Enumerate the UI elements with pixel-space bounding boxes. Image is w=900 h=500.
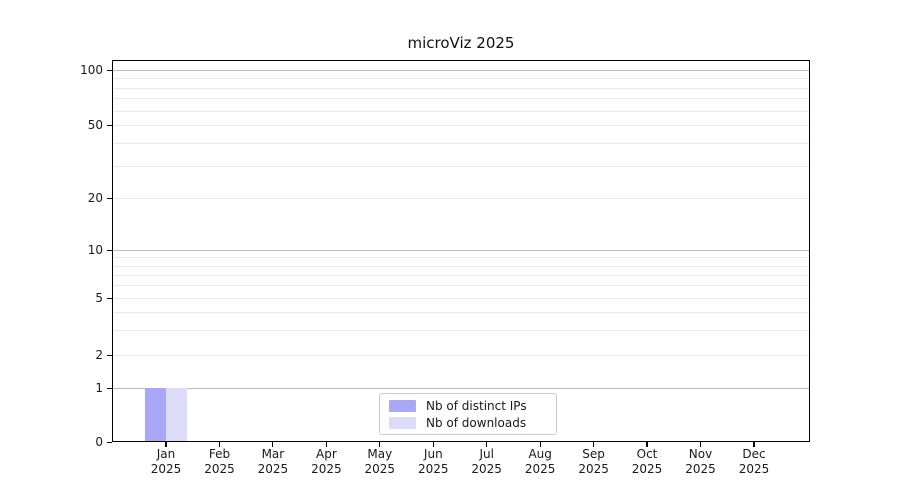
y-axis-tick: [107, 387, 112, 389]
x-axis-tick: [753, 442, 755, 447]
x-tick-label: Oct 2025: [615, 447, 679, 477]
y-tick-label: 5: [95, 291, 103, 305]
x-tick-label: Jun 2025: [401, 447, 465, 477]
grid-line-minor: [112, 87, 810, 89]
grid-line-minor: [112, 78, 810, 80]
y-tick-label: 10: [87, 243, 103, 257]
x-tick-month: Sep: [582, 447, 605, 461]
x-axis-tick: [646, 442, 648, 447]
legend-label: Nb of downloads: [426, 415, 527, 430]
y-axis-tick: [107, 441, 112, 443]
x-axis-tick: [486, 442, 488, 447]
x-tick-label: Aug 2025: [508, 447, 572, 477]
y-tick-label: 100: [80, 63, 103, 77]
x-tick-year: 2025: [418, 462, 449, 476]
x-tick-month: Mar: [261, 447, 285, 461]
grid-line-minor: [112, 285, 810, 287]
x-axis-tick: [539, 442, 541, 447]
x-tick-year: 2025: [631, 462, 663, 476]
grid-line-minor: [112, 98, 810, 100]
x-tick-month: May: [367, 447, 393, 461]
x-axis-tick: [699, 442, 702, 447]
x-tick-label: Nov 2025: [669, 447, 733, 477]
x-tick-month: Jan: [156, 447, 176, 461]
x-tick-year: 2025: [471, 462, 502, 476]
legend-swatch-distinct-ips: [389, 399, 416, 412]
x-tick-label: Jan 2025: [134, 447, 198, 477]
y-tick-label: 2: [95, 348, 103, 362]
y-tick-label: 0: [95, 435, 103, 449]
x-tick-year: 2025: [578, 462, 609, 476]
x-axis-tick: [272, 442, 274, 447]
x-tick-month: Nov: [688, 447, 713, 461]
grid-line-minor: [112, 198, 810, 199]
y-tick-label: 1: [95, 381, 103, 395]
x-tick-year: 2025: [524, 462, 556, 476]
y-axis-tick: [107, 354, 112, 356]
x-tick-label: Dec 2025: [722, 447, 786, 477]
x-tick-year: 2025: [364, 462, 396, 476]
legend-entry: Nb of downloads: [389, 416, 547, 430]
x-tick-month: Oct: [636, 447, 658, 461]
x-tick-month: Apr: [316, 447, 337, 461]
x-axis-tick: [379, 442, 381, 447]
x-tick-year: 2025: [311, 462, 342, 476]
x-axis-tick: [432, 442, 434, 447]
x-tick-year: 2025: [738, 462, 770, 476]
x-tick-month: Dec: [742, 447, 766, 461]
x-tick-month: Jun: [423, 447, 443, 461]
legend-entry: Nb of distinct IPs: [389, 399, 547, 413]
grid-line-major: [112, 70, 810, 71]
axis-frame: [112, 60, 810, 442]
grid-line-minor: [112, 110, 810, 112]
y-axis-tick: [107, 297, 112, 299]
grid-line-minor: [112, 165, 810, 167]
y-axis-tick: [107, 69, 112, 71]
x-tick-month: Jul: [479, 447, 494, 461]
grid-line-minor: [112, 311, 810, 313]
grid-line-minor: [112, 355, 810, 356]
x-tick-month: Aug: [528, 447, 552, 461]
grid-line-minor: [112, 329, 810, 331]
grid-line-minor: [112, 265, 810, 267]
legend-label: Nb of distinct IPs: [426, 398, 527, 413]
plot-area: 100 50 20 10 5 2 1 0 Jan 2025 Feb 2025 Mar 2025 Apr 202…: [80, 60, 810, 476]
grid-line-major: [112, 250, 810, 251]
x-tick-label: Feb 2025: [188, 447, 252, 477]
grid-line-minor: [112, 257, 810, 259]
x-tick-label: Apr 2025: [294, 447, 358, 477]
grid-line-minor: [112, 274, 810, 276]
x-axis-tick: [165, 442, 167, 447]
grid-line-major: [112, 388, 810, 389]
x-axis-tick: [593, 442, 595, 447]
grid-line-minor: [112, 298, 810, 299]
y-axis-tick: [107, 197, 112, 199]
bar-distinct-ips: [145, 388, 166, 442]
grid-line-minor: [112, 125, 810, 126]
grid-line-minor: [112, 142, 810, 144]
x-tick-year: 2025: [204, 462, 235, 476]
y-axis-tick: [107, 249, 112, 251]
x-axis-tick: [218, 442, 221, 447]
chart-title: microViz 2025: [407, 34, 515, 52]
y-tick-label: 50: [87, 118, 103, 132]
y-axis-tick: [107, 124, 112, 126]
legend-swatch-downloads: [389, 416, 416, 429]
x-tick-year: 2025: [685, 462, 716, 476]
bar-downloads: [166, 388, 187, 442]
x-tick-label: Mar 2025: [241, 447, 305, 477]
y-tick-label: 20: [87, 191, 103, 205]
x-tick-label: Jul 2025: [455, 447, 519, 477]
x-tick-year: 2025: [257, 462, 289, 476]
x-tick-label: May 2025: [348, 447, 412, 477]
legend-box: Nb of distinct IPs Nb of downloads: [379, 393, 557, 435]
x-tick-month: Feb: [208, 447, 231, 461]
x-tick-year: 2025: [150, 462, 182, 476]
x-tick-label: Sep 2025: [562, 447, 626, 477]
x-axis-tick: [325, 442, 327, 447]
